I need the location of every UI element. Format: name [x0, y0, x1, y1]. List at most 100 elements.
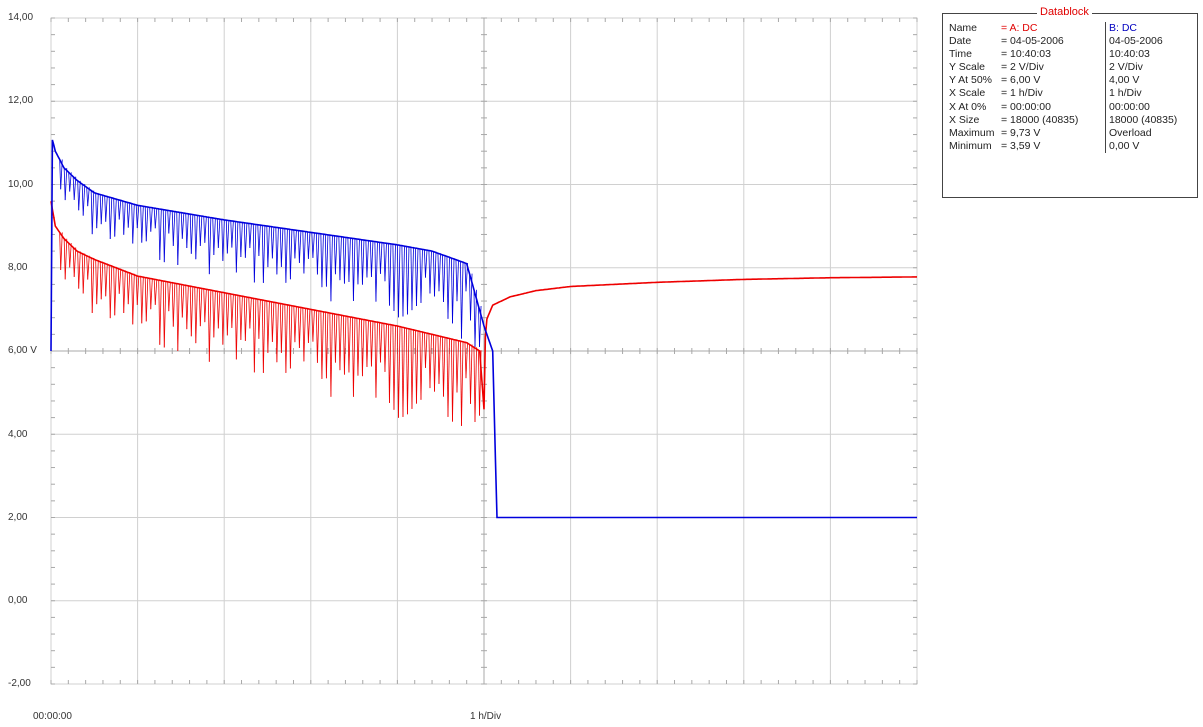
series-b-trace: [50, 139, 917, 519]
pulse-recovery: [425, 332, 428, 368]
pulse-dip: [122, 270, 125, 314]
pulse-recovery: [375, 241, 378, 302]
pulse-dip: [311, 232, 314, 258]
pulse-dip: [81, 253, 84, 294]
pulse-recovery: [109, 265, 113, 319]
datablock-row: Y Scale = 2 V/Div 2 V/Div: [947, 61, 1180, 75]
datablock-row: X At 0% = 00:00:00 00:00:00: [947, 100, 1180, 114]
pulse-recovery: [465, 262, 468, 292]
pulse-recovery: [154, 208, 158, 229]
datablock-label: Minimum: [949, 139, 992, 152]
pulse-recovery: [87, 255, 90, 280]
pulse-dip: [68, 243, 71, 268]
pulse-dip: [59, 159, 62, 190]
pulse-recovery: [339, 314, 342, 371]
pulse-recovery: [168, 210, 171, 234]
pulse-dip: [81, 184, 84, 216]
pulse-dip: [428, 250, 431, 294]
pulse-recovery: [231, 220, 234, 248]
pulse-dip: [153, 208, 156, 229]
pulse-recovery: [73, 176, 77, 200]
pulse-dip: [383, 242, 386, 282]
pulse-recovery: [452, 339, 455, 422]
pulse-dip: [302, 307, 305, 362]
pulse-dip: [455, 259, 458, 302]
pulse-recovery: [235, 221, 239, 273]
pulse-dip: [433, 334, 435, 392]
pulse-recovery: [123, 270, 126, 314]
pulse-recovery: [78, 251, 81, 289]
pulse-dip: [68, 172, 71, 192]
datablock-channel-a-value: = 10:40:03: [1001, 48, 1051, 61]
pulse-dip: [162, 209, 165, 263]
pulse-dip: [234, 221, 237, 273]
datablock-channel-a-value: = 2 V/Div: [1001, 61, 1044, 74]
pulse-recovery: [145, 277, 149, 322]
pulse-dip: [410, 329, 413, 409]
pulse-recovery: [118, 199, 122, 220]
pulse-recovery: [159, 280, 162, 345]
pulse-recovery: [271, 226, 275, 259]
pulse-recovery: [199, 215, 203, 246]
pulse-recovery: [235, 294, 239, 360]
pulse-recovery: [339, 236, 342, 281]
pulse-dip: [140, 276, 143, 324]
pulse-dip: [473, 347, 476, 423]
pulse-recovery: [127, 272, 131, 305]
pulse-dip: [126, 272, 129, 305]
pulse-dip: [144, 206, 147, 242]
pulse-dip: [86, 255, 89, 280]
pulse-recovery: [429, 250, 432, 294]
pulse-dip: [252, 224, 255, 283]
pulse-dip: [378, 322, 381, 363]
pulse-recovery: [123, 200, 126, 235]
pulse-dip: [90, 257, 93, 314]
pulse-dip: [189, 286, 192, 337]
pulse-dip: [397, 244, 399, 318]
pulse-dip: [194, 287, 197, 344]
datablock-channel-b-value: 4,00 V: [1105, 74, 1180, 88]
pulse-recovery: [190, 214, 194, 254]
pulse-recovery: [109, 197, 113, 239]
pulse-dip: [270, 226, 273, 259]
pulse-recovery: [60, 232, 63, 271]
pulse-recovery: [253, 224, 257, 283]
datablock-label: X Size: [949, 113, 980, 126]
datablock-label: Maximum: [949, 126, 995, 139]
pulse-dip: [397, 326, 399, 418]
pulse-dip: [288, 305, 291, 369]
datablock-channel-b-value: 00:00:00: [1105, 100, 1180, 114]
pulse-dip: [212, 290, 215, 338]
pulse-recovery: [402, 327, 405, 417]
pulse-dip: [406, 328, 408, 415]
pulse-recovery: [307, 231, 311, 259]
pulse-dip: [221, 292, 224, 345]
pulse-recovery: [402, 245, 405, 317]
pulse-recovery: [262, 225, 266, 283]
pulse-dip: [63, 238, 66, 280]
pulse-recovery: [474, 289, 477, 347]
pulse-dip: [369, 240, 372, 278]
pulse-recovery: [249, 223, 252, 248]
pulse-dip: [351, 238, 354, 302]
y-tick-label: -2,00: [8, 678, 31, 690]
pulse-dip: [460, 261, 462, 339]
pulse-recovery: [222, 292, 225, 345]
pulse-dip: [424, 249, 426, 278]
pulse-dip: [252, 298, 255, 373]
pulse-recovery: [172, 282, 176, 327]
pulse-recovery: [334, 235, 338, 275]
pulse-recovery: [100, 194, 104, 225]
pulse-dip: [356, 239, 359, 285]
datablock-label: Y Scale: [949, 61, 985, 74]
pulse-recovery: [470, 344, 473, 404]
pulse-dip: [460, 341, 462, 426]
pulse-dip: [302, 231, 305, 274]
pulse-recovery: [141, 276, 144, 324]
pulse-recovery: [456, 340, 459, 393]
pulse-recovery: [353, 238, 356, 302]
pulse-recovery: [479, 306, 482, 347]
pulse-dip: [72, 176, 75, 200]
pulse-dip: [59, 232, 62, 271]
pulse-recovery: [64, 238, 68, 280]
